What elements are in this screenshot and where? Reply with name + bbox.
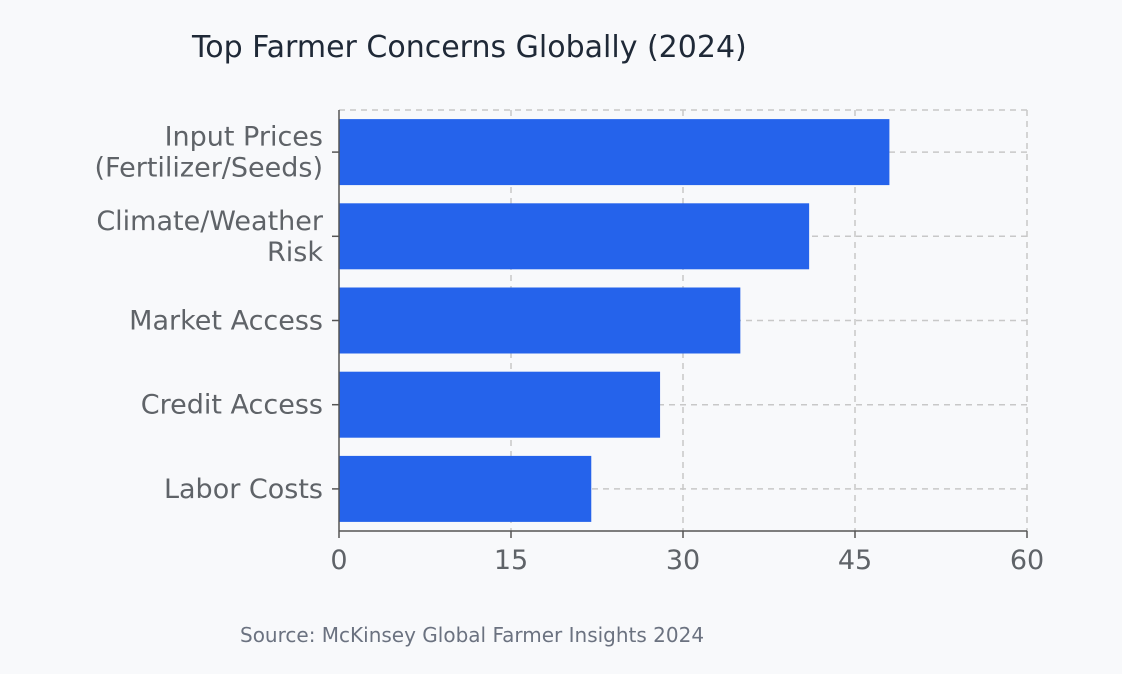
category-label-line: Input Prices bbox=[165, 122, 323, 153]
bar bbox=[339, 119, 890, 186]
bar bbox=[339, 455, 592, 522]
x-tick-label: 0 bbox=[330, 545, 347, 576]
x-tick-label: 30 bbox=[666, 545, 700, 576]
source-note: Source: McKinsey Global Farmer Insights … bbox=[240, 623, 704, 647]
category-label-line: Risk bbox=[267, 237, 323, 268]
category-label: Credit Access bbox=[141, 390, 323, 421]
category-label: Input Prices (Fertilizer/Seeds) bbox=[95, 122, 323, 184]
bars bbox=[339, 119, 890, 522]
category-labels: Input Prices (Fertilizer/Seeds) Climate/We… bbox=[95, 122, 324, 505]
category-label: Climate/Weather Risk bbox=[96, 206, 324, 268]
category-label-line: (Fertilizer/Seeds) bbox=[95, 153, 323, 184]
category-label-line: Climate/Weather bbox=[96, 206, 324, 237]
bar bbox=[339, 371, 661, 438]
category-label-line: Market Access bbox=[129, 306, 323, 337]
category-label-line: Labor Costs bbox=[164, 474, 323, 505]
chart-title: Top Farmer Concerns Globally (2024) bbox=[191, 30, 747, 65]
category-label-line: Credit Access bbox=[141, 390, 323, 421]
x-tick-label: 45 bbox=[838, 545, 872, 576]
x-tick-label: 60 bbox=[1010, 545, 1044, 576]
category-label: Market Access bbox=[129, 306, 323, 337]
category-label: Labor Costs bbox=[164, 474, 323, 505]
x-tick-label: 15 bbox=[494, 545, 528, 576]
tick-labels: 0 15 30 45 60 bbox=[330, 545, 1044, 576]
axes bbox=[332, 110, 1028, 538]
bar bbox=[339, 287, 741, 354]
bar bbox=[339, 203, 810, 270]
